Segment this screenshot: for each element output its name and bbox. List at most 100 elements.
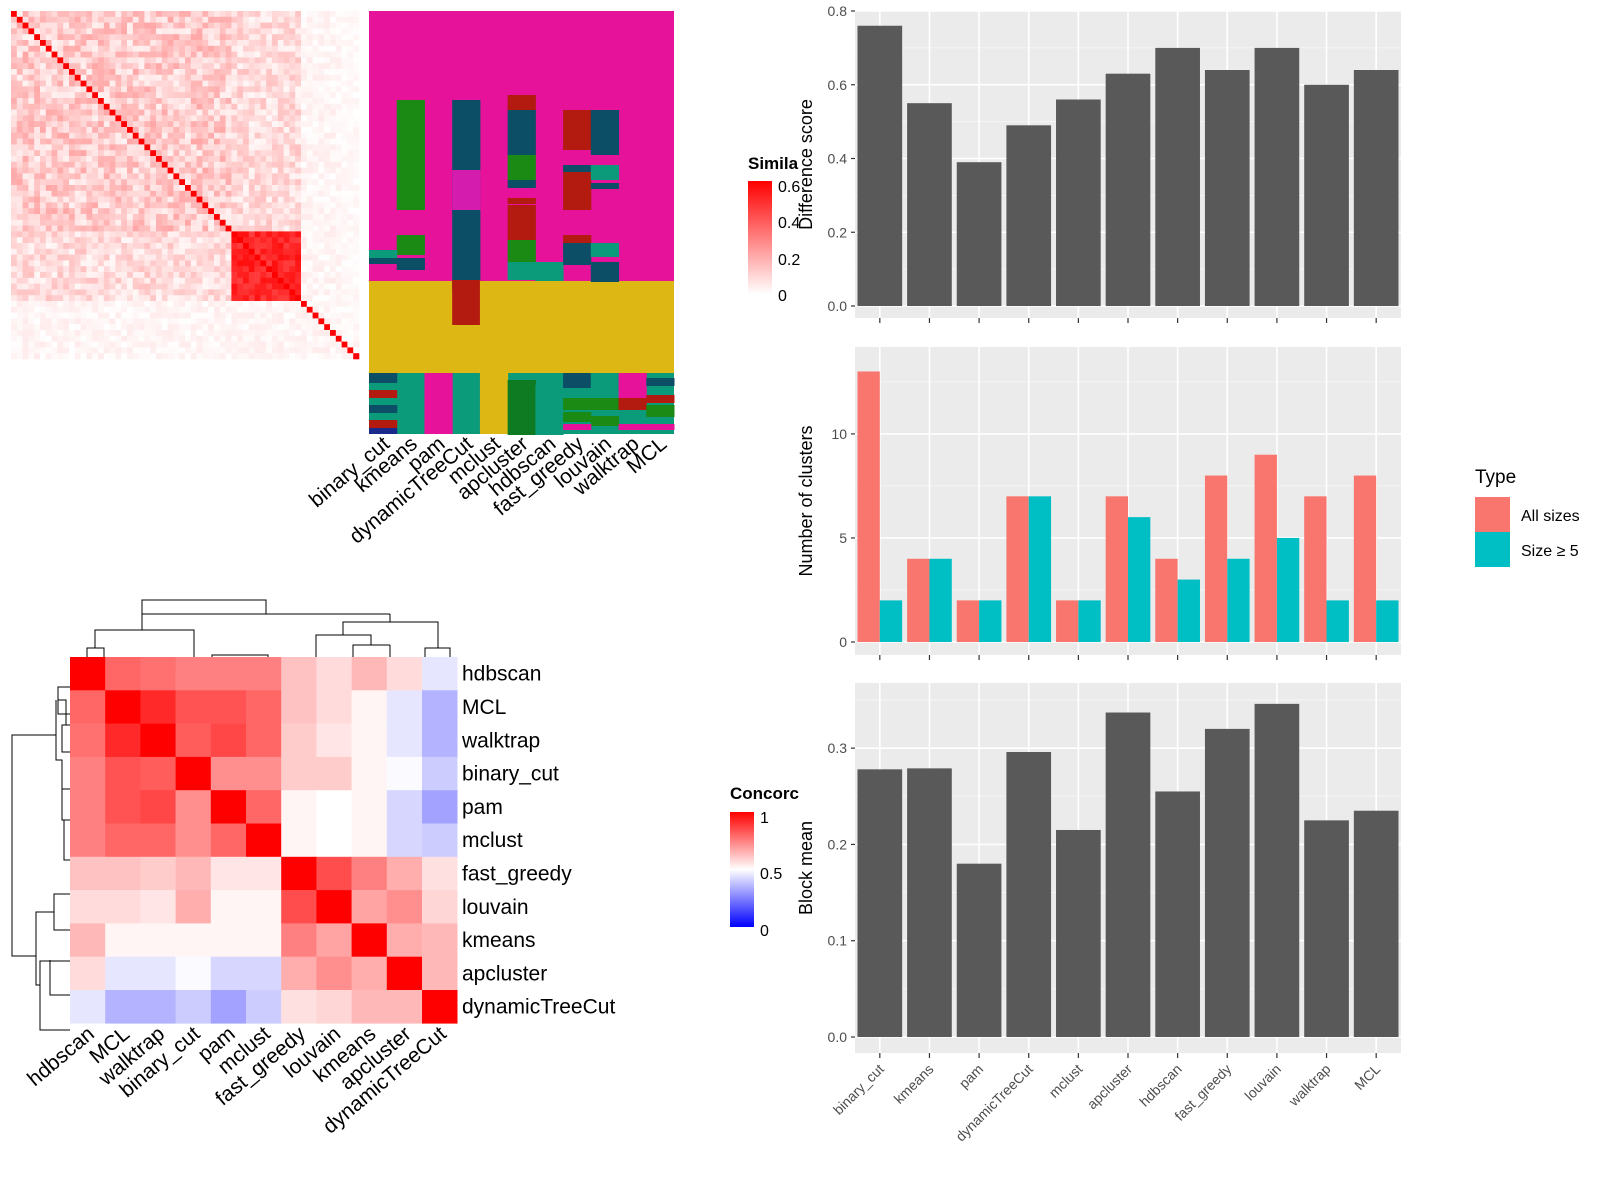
similarity-cell: [69, 127, 76, 134]
similarity-cell: [295, 347, 302, 354]
similarity-cell: [98, 40, 105, 47]
concordance-cell: [351, 790, 388, 824]
similarity-cell: [22, 248, 29, 255]
similarity-cell: [289, 190, 296, 197]
similarity-cell: [225, 173, 232, 180]
similarity-cell: [231, 80, 238, 87]
similarity-cell: [272, 132, 279, 139]
similarity-cell: [103, 103, 110, 110]
similarity-cell: [185, 109, 192, 116]
similarity-cell: [69, 347, 76, 354]
similarity-cell: [225, 214, 232, 221]
similarity-cell: [16, 283, 23, 290]
similarity-cell: [254, 289, 261, 296]
similarity-cell: [335, 301, 342, 308]
similarity-cell: [16, 272, 23, 279]
similarity-cell: [63, 109, 70, 116]
similarity-cell: [132, 34, 139, 41]
similarity-cell: [92, 156, 99, 163]
similarity-cell: [353, 301, 360, 308]
similarity-cell: [173, 306, 180, 313]
similarity-cell: [11, 243, 18, 250]
similarity-cell: [190, 260, 197, 267]
similarity-cell: [347, 225, 354, 232]
similarity-cell: [167, 28, 174, 35]
similarity-cell: [353, 92, 360, 99]
similarity-cell: [138, 16, 145, 23]
similarity-cell: [28, 179, 35, 186]
similarity-cell: [109, 185, 116, 192]
similarity-cell: [306, 318, 313, 325]
similarity-cell: [127, 289, 134, 296]
similarity-cell: [266, 231, 273, 238]
similarity-cell: [80, 225, 87, 232]
concordance-cell: [351, 756, 388, 791]
concordance-cell: [316, 856, 352, 891]
similarity-cell: [115, 63, 122, 70]
similarity-cell: [214, 156, 221, 163]
similarity-cell: [98, 324, 105, 331]
similarity-cell: [301, 312, 308, 319]
similarity-cell: [173, 161, 180, 168]
similarity-cell: [237, 28, 244, 35]
similarity-cell: [63, 173, 70, 180]
similarity-cell: [11, 335, 18, 342]
similarity-cell: [266, 115, 273, 122]
similarity-cell: [45, 214, 52, 221]
similarity-cell: [243, 45, 250, 52]
similarity-cell: [335, 98, 342, 105]
similarity-cell: [11, 295, 18, 302]
similarity-cell: [74, 103, 81, 110]
similarity-cell: [80, 74, 87, 81]
similarity-cell: [28, 330, 35, 337]
similarity-cell: [138, 109, 145, 116]
similarity-cell: [254, 121, 261, 128]
similarity-cell: [225, 69, 232, 76]
similarity-cell: [86, 103, 93, 110]
similarity-cell: [324, 167, 331, 174]
similarity-cell: [34, 161, 41, 168]
similarity-cell: [301, 214, 308, 221]
similarity-cell: [69, 196, 76, 203]
similarity-cell: [243, 144, 250, 151]
similarity-cell: [115, 132, 122, 139]
similarity-cell: [208, 161, 215, 168]
similarity-cell: [57, 28, 64, 35]
concordance-cell: [246, 756, 282, 791]
similarity-cell: [330, 266, 337, 273]
similarity-cell: [208, 289, 215, 296]
similarity-cell: [69, 86, 76, 93]
similarity-cell: [103, 225, 110, 232]
similarity-cell: [202, 341, 209, 348]
similarity-cell: [312, 324, 319, 331]
similarity-cell: [74, 312, 81, 319]
similarity-cell: [132, 22, 139, 29]
similarity-cell: [138, 190, 145, 197]
similarity-cell: [208, 243, 215, 250]
similarity-cell: [277, 196, 284, 203]
similarity-cell: [167, 306, 174, 313]
similarity-cell: [214, 138, 221, 145]
similarity-cell: [208, 28, 215, 35]
similarity-cell: [243, 51, 250, 58]
similarity-cell: [335, 11, 342, 18]
similarity-cell: [57, 272, 64, 279]
similarity-cell: [335, 185, 342, 192]
similarity-cell: [277, 335, 284, 342]
similarity-cell: [167, 231, 174, 238]
concordance-cell: [210, 890, 247, 924]
similarity-cell: [74, 237, 81, 244]
similarity-cell: [301, 57, 308, 64]
similarity-cell: [109, 156, 116, 163]
similarity-cell: [243, 295, 250, 302]
similarity-cell: [109, 80, 116, 87]
similarity-cell: [103, 167, 110, 174]
similarity-cell: [254, 138, 261, 145]
similarity-cell: [92, 167, 99, 174]
similarity-cell: [115, 266, 122, 273]
similarity-cell: [231, 40, 238, 47]
similarity-cell: [353, 248, 360, 255]
similarity-cell: [22, 202, 29, 209]
similarity-cell: [208, 335, 215, 342]
similarity-cell: [330, 312, 337, 319]
